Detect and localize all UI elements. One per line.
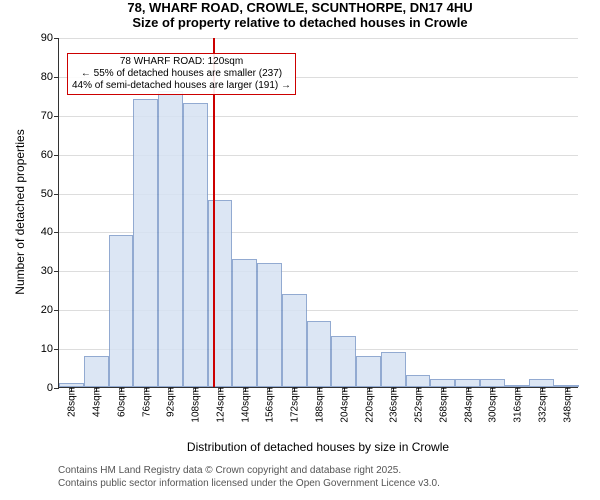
footer-line1: Contains HM Land Registry data © Crown c… xyxy=(58,464,440,477)
histogram-bar xyxy=(406,375,431,387)
xtick-label: 300sqm xyxy=(486,387,499,423)
footer-line2: Contains public sector information licen… xyxy=(58,477,440,490)
ytick-label: 10 xyxy=(41,343,59,355)
histogram-bar xyxy=(232,259,257,387)
histogram-bar xyxy=(208,200,233,387)
xtick-label: 284sqm xyxy=(461,387,474,423)
xtick-label: 348sqm xyxy=(560,387,573,423)
xtick-label: 124sqm xyxy=(213,387,226,423)
histogram-bar xyxy=(109,235,134,387)
footer-attribution: Contains HM Land Registry data © Crown c… xyxy=(58,464,440,490)
ytick-label: 70 xyxy=(41,110,59,122)
histogram-bar xyxy=(430,379,455,387)
histogram-bar xyxy=(480,379,505,387)
chart-container: 78, WHARF ROAD, CROWLE, SCUNTHORPE, DN17… xyxy=(0,0,600,500)
ytick-label: 80 xyxy=(41,71,59,83)
xtick-label: 188sqm xyxy=(313,387,326,423)
xtick-label: 204sqm xyxy=(337,387,350,423)
xtick-label: 252sqm xyxy=(412,387,425,423)
xtick-label: 316sqm xyxy=(511,387,524,423)
xtick-label: 140sqm xyxy=(238,387,251,423)
xtick-label: 28sqm xyxy=(65,387,78,417)
histogram-bar xyxy=(158,91,183,387)
histogram-bar xyxy=(331,336,356,387)
xtick-label: 172sqm xyxy=(288,387,301,423)
histogram-bar xyxy=(381,352,406,387)
annotation-line: ← 55% of detached houses are smaller (23… xyxy=(72,68,291,80)
histogram-bar xyxy=(133,99,158,387)
ytick-label: 30 xyxy=(41,265,59,277)
histogram-bar xyxy=(529,379,554,387)
histogram-bar xyxy=(282,294,307,387)
y-axis-label: Number of detached properties xyxy=(13,112,27,312)
xtick-label: 92sqm xyxy=(164,387,177,417)
gridline xyxy=(59,38,578,39)
annotation-box: 78 WHARF ROAD: 120sqm← 55% of detached h… xyxy=(67,53,296,95)
chart-subtitle: Size of property relative to detached ho… xyxy=(0,15,600,30)
ytick-label: 20 xyxy=(41,304,59,316)
ytick-label: 60 xyxy=(41,149,59,161)
ytick-label: 50 xyxy=(41,188,59,200)
ytick-label: 90 xyxy=(41,32,59,44)
plot-area: 010203040506070809028sqm44sqm60sqm76sqm9… xyxy=(58,38,578,388)
histogram-bar xyxy=(257,263,282,387)
x-axis-label: Distribution of detached houses by size … xyxy=(58,440,578,454)
ytick-label: 0 xyxy=(47,382,59,394)
histogram-bar xyxy=(183,103,208,387)
xtick-label: 332sqm xyxy=(535,387,548,423)
chart-title: 78, WHARF ROAD, CROWLE, SCUNTHORPE, DN17… xyxy=(0,0,600,15)
xtick-label: 236sqm xyxy=(387,387,400,423)
xtick-label: 108sqm xyxy=(189,387,202,423)
annotation-line: 78 WHARF ROAD: 120sqm xyxy=(72,56,291,68)
ytick-label: 40 xyxy=(41,226,59,238)
xtick-label: 268sqm xyxy=(436,387,449,423)
histogram-bar xyxy=(307,321,332,387)
xtick-label: 60sqm xyxy=(114,387,127,417)
xtick-label: 156sqm xyxy=(263,387,276,423)
annotation-line: 44% of semi-detached houses are larger (… xyxy=(72,80,291,92)
xtick-label: 76sqm xyxy=(139,387,152,417)
histogram-bar xyxy=(84,356,109,387)
xtick-label: 220sqm xyxy=(362,387,375,423)
xtick-label: 44sqm xyxy=(90,387,103,417)
histogram-bar xyxy=(455,379,480,387)
histogram-bar xyxy=(356,356,381,387)
